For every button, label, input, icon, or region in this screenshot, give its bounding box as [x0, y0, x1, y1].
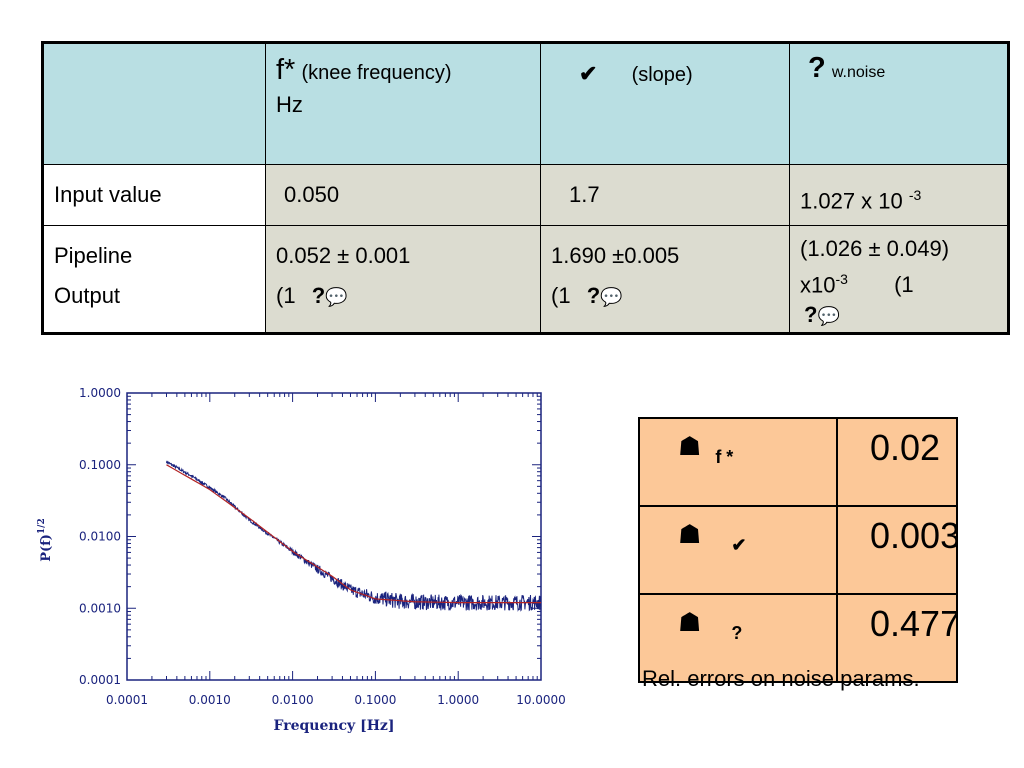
- input-value-label: Input value: [42, 164, 266, 226]
- chart-series: [166, 460, 541, 612]
- white-noise-subscript: w.noise: [831, 64, 886, 81]
- pipeline-output-row: Pipeline Output 0.052 ± 0.001 (1 ?💬 1.69…: [42, 224, 1009, 335]
- y-axis-label: P(f)1/2: [37, 518, 54, 561]
- header-knee-frequency: f* (knee frequency) Hz: [265, 41, 541, 166]
- parameters-table: f* (knee frequency) Hz ✔ (slope) ? w.noi…: [41, 41, 1010, 335]
- chart-ticks: [126, 393, 542, 681]
- input-value-row: Input value 0.050 1.7 1.027 x 10 -3: [42, 164, 1009, 226]
- error-label-white-noise: ☗?: [638, 593, 838, 683]
- pipeline-output-label-line2: Output: [54, 282, 121, 308]
- sigma-icon: ☗: [678, 431, 702, 461]
- slope-desc: (slope): [631, 64, 693, 86]
- pipeline-output-label-line1: Pipeline: [54, 242, 133, 268]
- knee-frequency-unit: Hz: [276, 92, 303, 117]
- header-row: f* (knee frequency) Hz ✔ (slope) ? w.noi…: [42, 41, 1009, 166]
- input-white-noise-exponent: -3: [908, 187, 922, 204]
- y-axis-label-exponent: 1/2: [37, 518, 47, 534]
- knee-frequency-desc: (knee frequency): [301, 62, 452, 84]
- error-row-knee-frequency: ☗ f * 0.02: [638, 417, 958, 507]
- error-value-knee-frequency: 0.02: [836, 417, 958, 507]
- model-fit-line: [166, 464, 541, 604]
- y-axis-label-base: P(f): [39, 534, 54, 562]
- speech-bubble-icon: 💬: [325, 286, 348, 307]
- header-slope: ✔ (slope): [540, 41, 790, 166]
- errors-caption: Rel. errors on noise params.: [642, 666, 920, 691]
- y-tick-label: 0.1000: [79, 458, 121, 472]
- input-slope: 1.7: [540, 164, 790, 226]
- output-knee-frequency-sigma: (1: [276, 282, 296, 308]
- y-tick-label: 0.0100: [79, 530, 121, 544]
- speech-bubble-icon: 💬: [817, 305, 840, 326]
- output-white-noise-exponent: -3: [835, 270, 848, 287]
- output-slope-sigma: (1: [551, 282, 571, 308]
- x-axis-label: Frequency [Hz]: [274, 718, 395, 734]
- error-label-knee-frequency: ☗ f *: [638, 417, 838, 507]
- input-knee-frequency: 0.050: [265, 164, 541, 226]
- output-white-noise: (1.026 ± 0.049) x10-3 (1 ?💬: [789, 224, 1009, 335]
- input-white-noise: 1.027 x 10 -3: [789, 164, 1009, 226]
- output-slope-value: 1.690 ±0.005: [551, 242, 680, 268]
- sigma-icon: ☗: [678, 607, 702, 637]
- sigma-icon: ☗: [678, 519, 702, 549]
- output-white-noise-multiplier: x10: [800, 271, 836, 297]
- question-icon: ?: [586, 282, 601, 308]
- error-sub-slope: ✔: [731, 535, 747, 555]
- knee-frequency-symbol: f*: [276, 54, 296, 86]
- x-tick-label: 0.1000: [354, 693, 396, 707]
- header-white-noise: ? w.noise: [789, 41, 1009, 166]
- x-tick-label: 1.0000: [437, 693, 479, 707]
- question-icon: ?: [311, 282, 326, 308]
- y-tick-label: 0.0001: [79, 673, 121, 687]
- y-tick-label: 1.0000: [79, 386, 121, 400]
- error-value-white-noise: 0.477: [836, 593, 958, 683]
- error-label-slope: ☗ ✔: [638, 505, 838, 595]
- header-empty-cell: [42, 41, 266, 166]
- input-knee-frequency-value: 0.050: [284, 182, 340, 208]
- plot-area-frame: [126, 392, 542, 681]
- error-value-slope: 0.003: [836, 505, 958, 595]
- error-sub-knee-frequency: f *: [715, 447, 734, 467]
- input-slope-value: 1.7: [569, 182, 600, 208]
- question-icon: ?: [804, 301, 818, 327]
- x-tick-label: 0.0010: [189, 693, 231, 707]
- output-knee-frequency: 0.052 ± 0.001 (1 ?💬: [265, 224, 541, 335]
- error-row-slope: ☗ ✔ 0.003: [638, 505, 958, 595]
- relative-errors-table: ☗ f * 0.02 ☗ ✔ 0.003 ☗? 0.477: [638, 417, 958, 683]
- y-tick-labels: 1.0000 0.1000 0.0100 0.0010 0.0001: [79, 386, 121, 687]
- y-tick-label: 0.0010: [79, 601, 121, 615]
- output-knee-frequency-value: 0.052 ± 0.001: [276, 242, 411, 268]
- x-tick-label: 0.0100: [272, 693, 314, 707]
- error-row-white-noise: ☗? 0.477: [638, 593, 958, 683]
- output-slope: 1.690 ±0.005 (1 ?💬: [540, 224, 790, 335]
- white-noise-question-icon: ?: [808, 52, 826, 84]
- input-white-noise-value: 1.027 x 10: [800, 188, 903, 214]
- x-tick-label: 10.0000: [516, 693, 566, 707]
- pipeline-output-label: Pipeline Output: [42, 224, 266, 335]
- x-tick-label: 0.0001: [106, 693, 148, 707]
- slope-check-icon: ✔: [579, 61, 598, 86]
- output-white-noise-sigma: (1: [894, 271, 914, 297]
- output-white-noise-value: (1.026 ± 0.049): [800, 235, 950, 261]
- speech-bubble-icon: 💬: [600, 286, 623, 307]
- error-sub-white-noise: ?: [731, 623, 743, 643]
- x-tick-labels: 0.0001 0.0010 0.0100 0.1000 1.0000 10.0000: [106, 693, 566, 707]
